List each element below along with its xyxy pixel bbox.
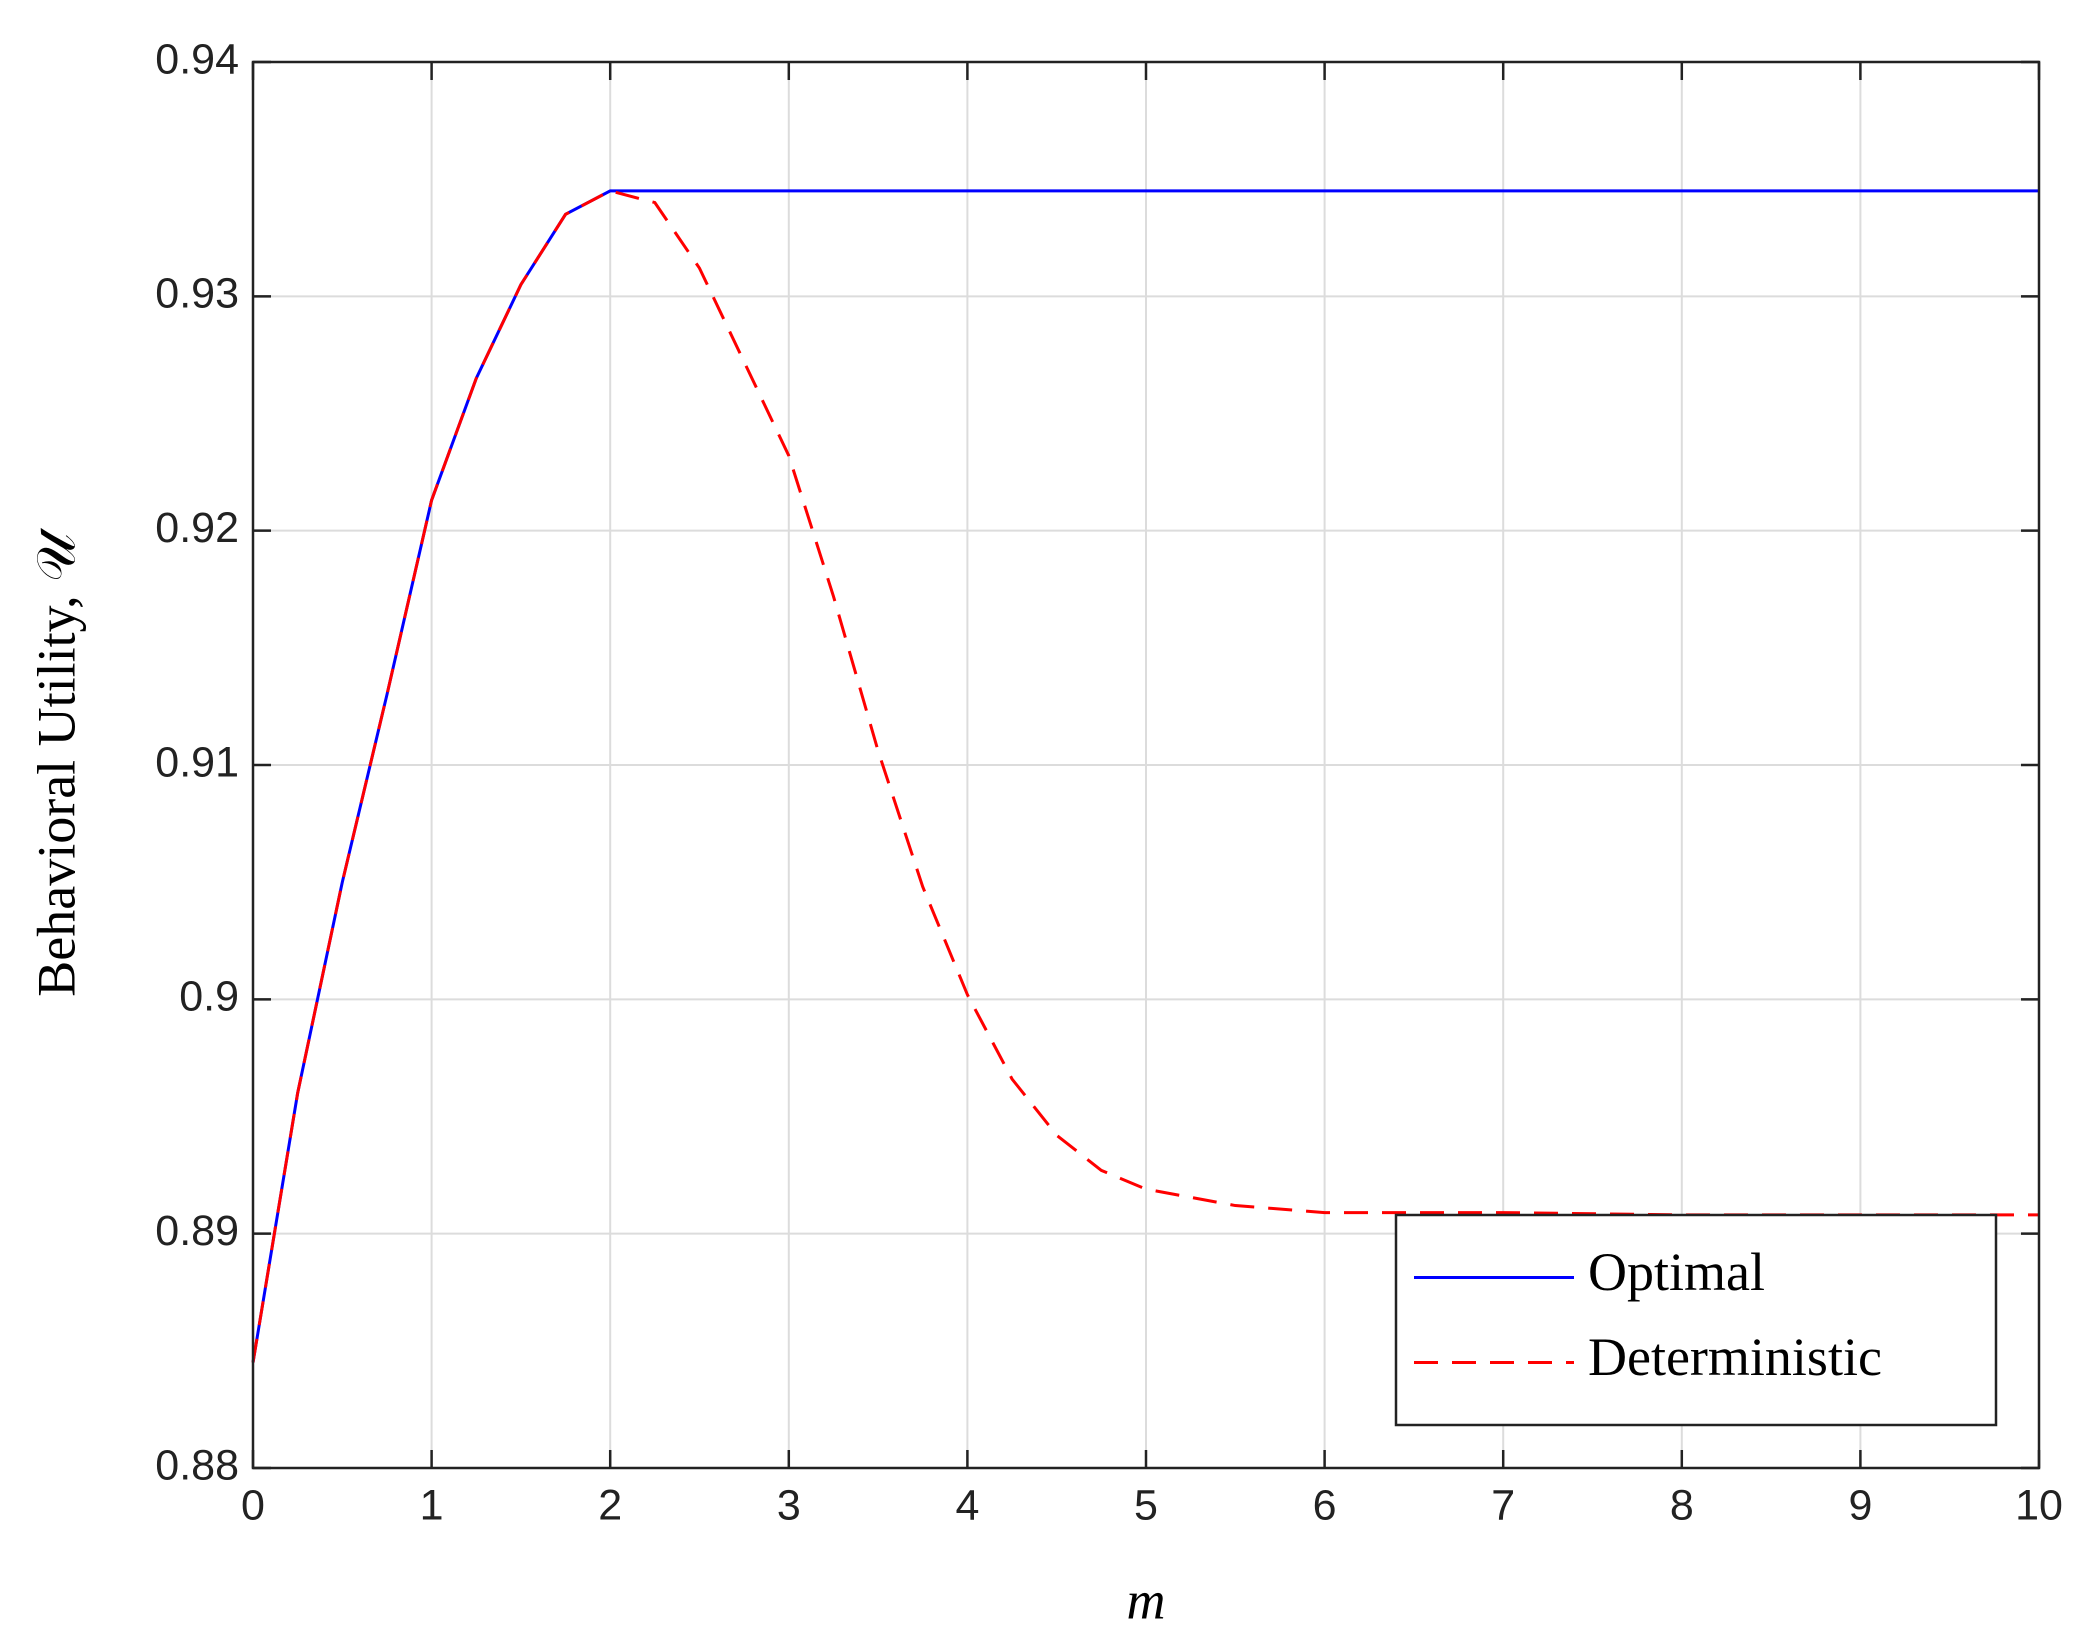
x-tick-label: 4 <box>955 1481 979 1529</box>
y-tick-label: 0.94 <box>155 35 239 83</box>
legend-label: Deterministic <box>1588 1327 1882 1387</box>
x-axis-label: m <box>1127 1570 1166 1630</box>
y-tick-label: 0.9 <box>179 973 239 1021</box>
x-tick-label: 1 <box>420 1481 444 1529</box>
y-axis-label: Behavioral Utility, 𝒰 <box>26 527 86 997</box>
x-tick-label: 8 <box>1670 1481 1694 1529</box>
x-tick-label: 2 <box>598 1481 622 1529</box>
x-tick-label: 3 <box>777 1481 801 1529</box>
y-tick-label: 0.93 <box>155 270 239 318</box>
x-tick-label: 0 <box>241 1481 265 1529</box>
x-tick-label: 10 <box>2015 1481 2063 1529</box>
x-tick-label: 9 <box>1848 1481 1872 1529</box>
x-tick-label: 6 <box>1313 1481 1337 1529</box>
x-tick-label: 7 <box>1491 1481 1515 1529</box>
legend-box <box>1394 1213 1998 1427</box>
data-line <box>251 189 2039 1363</box>
y-tick-label: 0.89 <box>155 1207 239 1255</box>
y-tick-label: 0.88 <box>155 1441 239 1489</box>
plot-frame <box>251 60 2041 1470</box>
legend: Optimal Deterministic <box>1394 1213 1998 1427</box>
x-tick-label: 5 <box>1134 1481 1158 1529</box>
legend-label: Optimal <box>1588 1242 1765 1302</box>
y-tick-label: 0.92 <box>155 504 239 552</box>
y-tick-label: 0.91 <box>155 738 239 786</box>
